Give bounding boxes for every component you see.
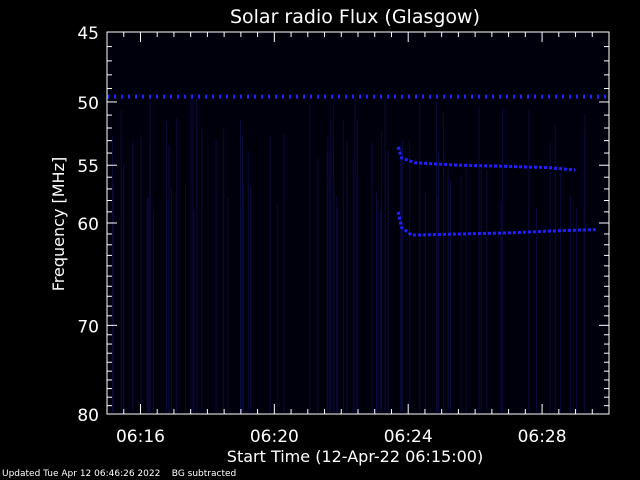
x-axis: 06:16 06:20 06:24 06:28 (116, 32, 593, 447)
y-tick-label: 50 (77, 94, 99, 114)
y-tick-label: 55 (77, 157, 99, 177)
y-tick-label: 70 (77, 317, 99, 337)
footer-mode: BG subtracted (171, 469, 237, 479)
x-tick-label: 06:16 (116, 427, 165, 447)
footer-status: Updated Tue Apr 12 06:46:26 2022 BG subt… (2, 469, 236, 479)
spectrogram-background (107, 32, 609, 414)
spectrogram-area (107, 32, 609, 414)
y-axis-label: Frequency [MHz] (49, 157, 68, 291)
drifting-emission-band (396, 211, 596, 237)
y-axis: 45 50 55 60 70 80 (77, 24, 609, 426)
emission-features (107, 94, 609, 237)
drifting-emission-band (396, 146, 576, 172)
chart-title: Solar radio Flux (Glasgow) (230, 6, 480, 28)
y-tick-label: 45 (77, 24, 99, 44)
x-tick-label: 06:24 (384, 427, 433, 447)
y-tick-label: 60 (77, 215, 99, 235)
footer-updated: Updated Tue Apr 12 06:46:26 2022 (2, 469, 161, 479)
x-axis-label: Start Time (12-Apr-22 06:15:00) (227, 447, 483, 466)
x-tick-label: 06:20 (250, 427, 299, 447)
y-tick-label: 80 (77, 406, 99, 426)
x-tick-label: 06:28 (518, 427, 567, 447)
